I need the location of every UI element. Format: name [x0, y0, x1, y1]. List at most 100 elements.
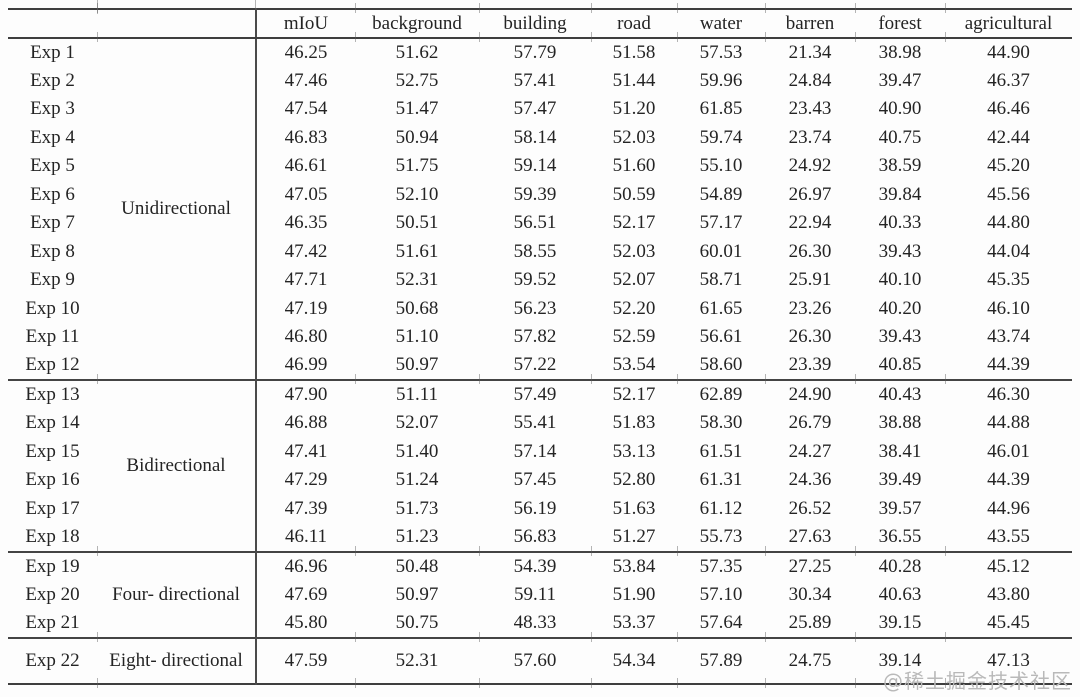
exp-label: Exp 19: [8, 550, 97, 581]
value-cell: 59.11: [513, 584, 557, 605]
value-cell: 51.10: [395, 326, 439, 348]
exp-label: Exp 21: [25, 612, 80, 634]
value-cell: 47.13: [945, 636, 1072, 684]
value-cell: 50.75: [395, 612, 439, 634]
value-cell: 51.61: [395, 240, 439, 262]
value-cell: 51.90: [612, 584, 656, 605]
rule-tick: [355, 32, 356, 42]
table-row: Exp 10 47.19 50.68 56.23 52.20 61.65 23.26 40.2…: [8, 294, 1072, 323]
value-cell: 57.53: [699, 41, 743, 63]
rule-tick: [97, 678, 98, 688]
header-agricultural: agricultural: [945, 9, 1072, 39]
exp-label: Exp 1: [30, 41, 75, 63]
value-cell: 58.60: [699, 354, 743, 376]
value-cell: 50.68: [395, 297, 439, 319]
value-cell: 40.75: [878, 126, 922, 148]
value-cell: 43.55: [987, 526, 1030, 548]
value-cell: 40.33: [878, 212, 922, 234]
rule-tick: [765, 546, 766, 556]
value-cell: 58.14: [513, 126, 557, 148]
value-cell: 52.07: [612, 269, 656, 291]
value-cell: 47.54: [255, 95, 355, 124]
value-cell: 39.57: [878, 498, 922, 520]
value-cell: 61.51: [699, 440, 743, 462]
value-cell: 59.52: [513, 269, 557, 291]
value-cell: 58.30: [699, 412, 743, 434]
experiment-group: Exp 13 Bidirectional 47.90 51.11 57.49 52.17 6…: [8, 379, 1072, 552]
rule-tick: [677, 546, 678, 556]
value-cell: 57.47: [513, 98, 557, 120]
value-cell: 24.75: [765, 636, 855, 684]
value-cell: 57.82: [513, 326, 557, 348]
value-cell: 52.31: [355, 636, 479, 684]
exp-label: Exp 15: [25, 440, 80, 462]
value-cell: 44.39: [987, 469, 1030, 491]
value-cell: 46.99: [255, 351, 355, 380]
table-row: Exp 4 46.83 50.94 58.14 52.03 59.74 23.74 40.75…: [8, 123, 1072, 152]
value-cell: 51.23: [395, 526, 439, 548]
value-cell: 24.92: [788, 155, 832, 177]
value-cell: 26.30: [788, 326, 832, 348]
header-forest: forest: [855, 9, 945, 39]
rule-tick: [591, 3, 592, 13]
group-label: Eight- directional: [97, 636, 256, 684]
value-cell: 56.61: [699, 326, 743, 348]
value-cell: 52.59: [612, 326, 656, 348]
table-row: Exp 6 47.05 52.10 59.39 50.59 54.89 26.97 39.84…: [8, 180, 1072, 209]
exp-label: Exp 16: [25, 469, 80, 491]
value-cell: 51.73: [395, 498, 439, 520]
value-cell: 59.39: [513, 183, 557, 205]
value-cell: 54.34: [591, 636, 677, 684]
rule-tick: [855, 3, 856, 13]
rule-tick: [255, 0, 256, 9]
exp-label: Exp 2: [30, 69, 75, 91]
rule-tick: [479, 3, 480, 13]
value-cell: 50.94: [395, 126, 439, 148]
table-row: Exp 19 Four- directional 46.96 50.48 54.39 53…: [8, 550, 1072, 638]
value-cell: 52.75: [395, 69, 439, 91]
value-cell: 56.83: [513, 526, 557, 548]
value-cell: 53.54: [612, 354, 656, 376]
value-cell: 57.79: [513, 41, 557, 63]
table-row: Exp 8 47.42 51.61 58.55 52.03 60.01 26.30 39.43…: [8, 237, 1072, 266]
value-cell: 40.90: [878, 98, 922, 120]
rule-tick: [355, 678, 356, 688]
exp-label: Exp 22: [8, 636, 97, 684]
value-cell: 46.46: [987, 98, 1030, 120]
value-cell: 39.43: [878, 326, 922, 348]
value-cell: 22.94: [788, 212, 832, 234]
value-cell: 38.98: [878, 41, 922, 63]
table-row: Exp 22 Eight- directional 47.59 52.31 57.60 5…: [8, 636, 1072, 684]
value-cell: 39.14: [855, 636, 945, 684]
value-cell: 24.36: [788, 469, 832, 491]
table-row: Exp 13 Bidirectional 47.90 51.11 57.49 52.17 6…: [8, 379, 1072, 552]
exp-label: Exp 3: [30, 98, 75, 120]
table-row: Exp 18 46.11 51.23 56.83 51.27 55.73 27.63 36.5…: [8, 523, 1072, 552]
group-label: Four- directional: [97, 550, 256, 638]
value-cell: 46.30: [945, 379, 1072, 409]
value-cell: 57.17: [699, 212, 743, 234]
value-cell: 44.90: [987, 41, 1030, 63]
value-cell: 58.55: [513, 240, 557, 262]
value-cell: 52.17: [591, 379, 677, 409]
value-cell: 61.85: [699, 98, 743, 120]
value-cell: 59.96: [699, 69, 743, 91]
value-cell: 40.20: [878, 297, 922, 319]
exp-label: Exp 20: [25, 584, 80, 605]
value-cell: 46.96: [255, 550, 355, 581]
value-cell: 48.33: [513, 612, 557, 634]
value-cell: 62.89: [677, 379, 765, 409]
value-cell: 36.55: [878, 526, 922, 548]
header-exp-blank: [8, 9, 97, 39]
exp-label: Exp 10: [25, 297, 80, 319]
value-cell: 23.74: [788, 126, 832, 148]
value-cell: 57.14: [513, 440, 557, 462]
rule-tick: [591, 678, 592, 688]
value-cell: 45.56: [987, 183, 1030, 205]
value-cell: 45.20: [987, 155, 1030, 177]
value-cell: 47.71: [255, 266, 355, 295]
value-cell: 47.42: [255, 237, 355, 266]
value-cell: 23.26: [788, 297, 832, 319]
header-road: road: [591, 9, 677, 39]
value-cell: 61.12: [699, 498, 743, 520]
